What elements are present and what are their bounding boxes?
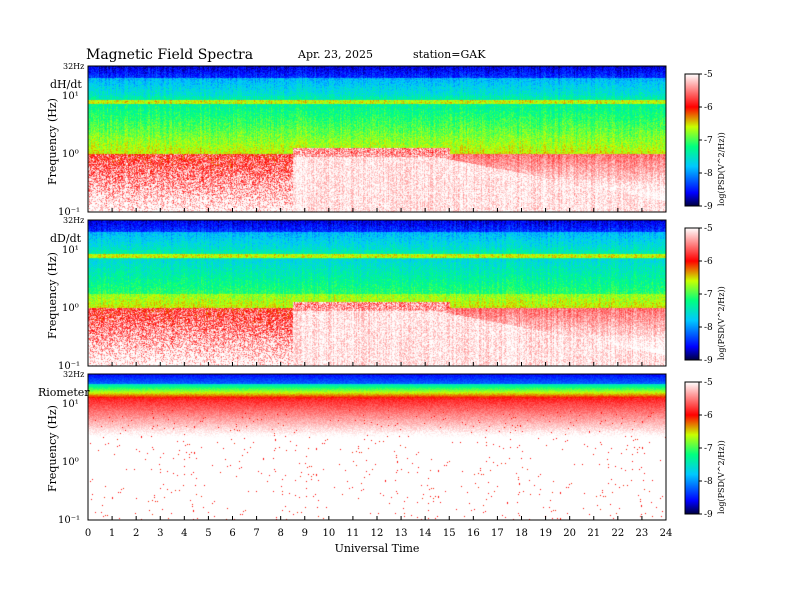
colorbar-tick: -8 [704,477,713,487]
xtick-label-4: 4 [181,528,187,539]
ytick-dhdt-2: 10⁰ [62,149,79,160]
colorbar-tick: -6 [704,411,713,421]
xtick-label-8: 8 [277,528,283,539]
ytop-label-riometer: 32Hz [63,370,84,379]
colorbar [684,381,700,515]
station-label: station=GAK [413,48,486,61]
colorbar-tick: -5 [704,224,713,234]
ytick-dhdt-3: 10⁻¹ [58,207,80,218]
panel-label-dddt: dD/dt [50,232,82,245]
colorbar-tick: -5 [704,70,713,80]
panel-label-riometer: Riometer [38,386,90,399]
ylabel-riometer: Frequency (Hz) [46,405,59,492]
xtick-label-18: 18 [515,528,528,539]
ytick-riometer-1: 10¹ [62,399,79,410]
ytick-riometer-2: 10⁰ [62,457,79,468]
panel-dddt: dD/dt 32Hz 10¹ 10⁰ 10⁻¹ Frequency (Hz) [46,216,667,372]
xtick-label-22: 22 [611,528,624,539]
xtick-label-3: 3 [157,528,163,539]
colorbar-label: log(PSD(V^2/Hz)) [717,440,726,514]
panel-dhdt: dH/dt 32Hz 10¹ 10⁰ 10⁻¹ Frequency (Hz) [46,62,667,218]
xtick-label-19: 19 [539,528,552,539]
colorbar-tick: -7 [704,444,713,454]
ylabel-dddt: Frequency (Hz) [46,252,59,339]
panel-riometer: Riometer 32Hz 10¹ 10⁰ 10⁻¹ Frequency (Hz… [38,370,667,526]
xtick-label-16: 16 [467,528,480,539]
xtick-label-9: 9 [302,528,308,539]
ytick-dddt-1: 10¹ [62,245,79,256]
colorbar-tick: -9 [704,356,713,366]
xtick-label-21: 21 [587,528,600,539]
xtick-label-13: 13 [395,528,408,539]
ytick-dddt-2: 10⁰ [62,303,79,314]
xlabel: Universal Time [335,542,420,555]
x-axis: 0 1 2 3 4 5 6 7 8 9 10 11 12 13 14 15 16 17 18 19 20 21 22 23 24 [85,208,673,539]
xtick-label-17: 17 [491,528,504,539]
colorbar-label: log(PSD(V^2/Hz)) [717,286,726,360]
colorbar-tick: -9 [704,202,713,212]
xtick-label-5: 5 [205,528,211,539]
colorbar-tick: -9 [704,510,713,520]
xtick-label-2: 2 [133,528,139,539]
ytop-label-dddt: 32Hz [63,216,84,225]
xtick-label-24: 24 [660,528,673,539]
colorbar-tick: -6 [704,103,713,113]
xtick-label-6: 6 [229,528,235,539]
spectrogram-dhdt [88,66,666,212]
xtick-label-23: 23 [636,528,649,539]
ytick-dddt-3: 10⁻¹ [58,361,80,372]
ylabel-dhdt: Frequency (Hz) [46,98,59,185]
ytop-label-dhdt: 32Hz [63,62,84,71]
xtick-label-10: 10 [322,528,335,539]
colorbar-tick: -7 [704,290,713,300]
ytick-riometer-3: 10⁻¹ [58,515,80,526]
colorbar [684,73,700,207]
colorbar-tick: -5 [704,378,713,388]
colorbar [684,227,700,361]
panel-label-dhdt: dH/dt [50,78,82,91]
xtick-label-14: 14 [419,528,432,539]
xtick-label-0: 0 [85,528,91,539]
ytick-dhdt-1: 10¹ [62,91,79,102]
colorbar-label: log(PSD(V^2/Hz)) [717,132,726,206]
figure-title: Magnetic Field Spectra [86,47,253,63]
colorbar-tick: -7 [704,136,713,146]
xtick-label-20: 20 [563,528,576,539]
spectrogram-dddt [88,220,666,366]
colorbars: -5 -6 -7 -8 -9 log(PSD(V^2/Hz)) -5 -6 -7 -8 -9 log(… [684,70,726,520]
colorbar-tick: -6 [704,257,713,267]
xtick-label-7: 7 [253,528,259,539]
colorbar-tick: -8 [704,169,713,179]
xtick-label-15: 15 [443,528,456,539]
date-label: Apr. 23, 2025 [297,48,373,61]
xtick-label-1: 1 [109,528,115,539]
xtick-label-12: 12 [371,528,384,539]
xtick-label-11: 11 [347,528,360,539]
colorbar-tick: -8 [704,323,713,333]
spectrogram-riometer [88,374,666,520]
